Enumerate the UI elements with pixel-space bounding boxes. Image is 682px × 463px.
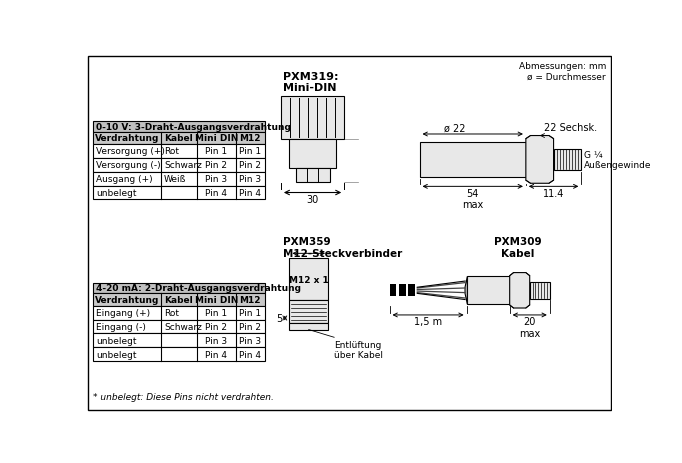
Text: M12 x 1: M12 x 1	[289, 275, 329, 284]
Polygon shape	[465, 277, 467, 305]
Text: 5: 5	[276, 313, 282, 323]
Bar	[93, 283, 265, 294]
Text: 54
max: 54 max	[462, 188, 484, 210]
Bar	[93, 158, 265, 172]
Bar	[289, 139, 336, 169]
Bar	[93, 306, 265, 320]
Text: Verdrahtung: Verdrahtung	[95, 134, 159, 143]
Text: Pin 2: Pin 2	[239, 161, 261, 170]
Bar	[93, 144, 265, 158]
Bar	[93, 172, 265, 186]
Text: unbelegt: unbelegt	[96, 350, 136, 359]
Bar	[419, 143, 526, 178]
Text: Kabel: Kabel	[164, 134, 193, 143]
Text: Mini DIN: Mini DIN	[194, 295, 238, 304]
Text: Pin 3: Pin 3	[239, 175, 261, 184]
Text: Pin 2: Pin 2	[205, 161, 227, 170]
Text: G ¼
Außengewinde: G ¼ Außengewinde	[584, 150, 652, 170]
Text: 20
max: 20 max	[519, 317, 540, 338]
Text: Verdrahtung: Verdrahtung	[95, 295, 159, 304]
Bar	[289, 300, 328, 324]
Text: Mini DIN: Mini DIN	[194, 134, 238, 143]
Text: unbelegt: unbelegt	[96, 336, 136, 345]
Text: Pin 1: Pin 1	[239, 308, 261, 318]
Text: Pin 1: Pin 1	[205, 147, 227, 156]
Polygon shape	[526, 136, 554, 184]
Bar	[530, 282, 550, 299]
Text: 30: 30	[306, 194, 318, 205]
Text: Pin 4: Pin 4	[239, 188, 261, 198]
Bar	[93, 334, 265, 348]
Bar	[93, 132, 265, 144]
Text: Pin 4: Pin 4	[205, 350, 227, 359]
Text: M12: M12	[239, 295, 261, 304]
Text: Pin 4: Pin 4	[239, 350, 261, 359]
Polygon shape	[509, 273, 530, 308]
Bar	[399, 285, 406, 297]
Bar	[389, 285, 396, 297]
Text: ø 22: ø 22	[443, 123, 465, 133]
Bar	[289, 258, 328, 300]
Bar	[93, 320, 265, 334]
Text: Eingang (-): Eingang (-)	[96, 322, 146, 331]
Text: unbelegt: unbelegt	[96, 188, 136, 198]
Text: Rot: Rot	[164, 147, 179, 156]
Text: Pin 2: Pin 2	[239, 322, 261, 331]
Text: M12: M12	[239, 134, 261, 143]
Text: Versorgung (-): Versorgung (-)	[96, 161, 161, 170]
Text: PXM309
Kabel: PXM309 Kabel	[494, 237, 542, 258]
Text: 4-20 mA: 2-Draht-Ausgangsverdrahtung: 4-20 mA: 2-Draht-Ausgangsverdrahtung	[96, 284, 301, 293]
Text: 22 Sechsk.: 22 Sechsk.	[544, 123, 597, 133]
Text: Pin 3: Pin 3	[239, 336, 261, 345]
Text: Pin 1: Pin 1	[239, 147, 261, 156]
Bar	[554, 149, 581, 171]
Bar	[289, 324, 328, 330]
Text: Pin 2: Pin 2	[205, 322, 227, 331]
Text: Pin 1: Pin 1	[205, 308, 227, 318]
Text: Versorgung (+): Versorgung (+)	[96, 147, 165, 156]
Text: Weiß: Weiß	[164, 175, 186, 184]
Text: Abmessungen: mm
ø = Durchmesser: Abmessungen: mm ø = Durchmesser	[518, 62, 606, 81]
Text: Pin 4: Pin 4	[205, 188, 227, 198]
Bar	[295, 169, 329, 182]
Text: 0-10 V: 3-Draht-Ausgangsverdrahtung: 0-10 V: 3-Draht-Ausgangsverdrahtung	[96, 123, 291, 131]
Text: 1,5 m: 1,5 m	[414, 317, 442, 327]
Text: Ausgang (+): Ausgang (+)	[96, 175, 153, 184]
Text: Pin 3: Pin 3	[205, 175, 227, 184]
Bar	[93, 186, 265, 200]
Text: Kabel: Kabel	[164, 295, 193, 304]
Text: Pin 3: Pin 3	[205, 336, 227, 345]
Bar	[93, 348, 265, 361]
Text: PXM359
M12-Steckverbinder: PXM359 M12-Steckverbinder	[283, 237, 402, 258]
Bar	[281, 97, 344, 139]
Text: * unbelegt: Diese Pins nicht verdrahten.: * unbelegt: Diese Pins nicht verdrahten.	[93, 392, 274, 401]
Bar	[93, 122, 265, 132]
Text: 11.4: 11.4	[543, 188, 564, 199]
Text: Schwarz: Schwarz	[164, 161, 202, 170]
Bar	[408, 285, 415, 297]
Bar	[93, 294, 265, 306]
Text: Eingang (+): Eingang (+)	[96, 308, 150, 318]
Text: PXM319:
Mini-DIN: PXM319: Mini-DIN	[283, 72, 339, 93]
Text: Rot: Rot	[164, 308, 179, 318]
Bar	[466, 277, 509, 305]
Text: Entlüftung
über Kabel: Entlüftung über Kabel	[334, 340, 383, 359]
Text: Schwarz: Schwarz	[164, 322, 202, 331]
